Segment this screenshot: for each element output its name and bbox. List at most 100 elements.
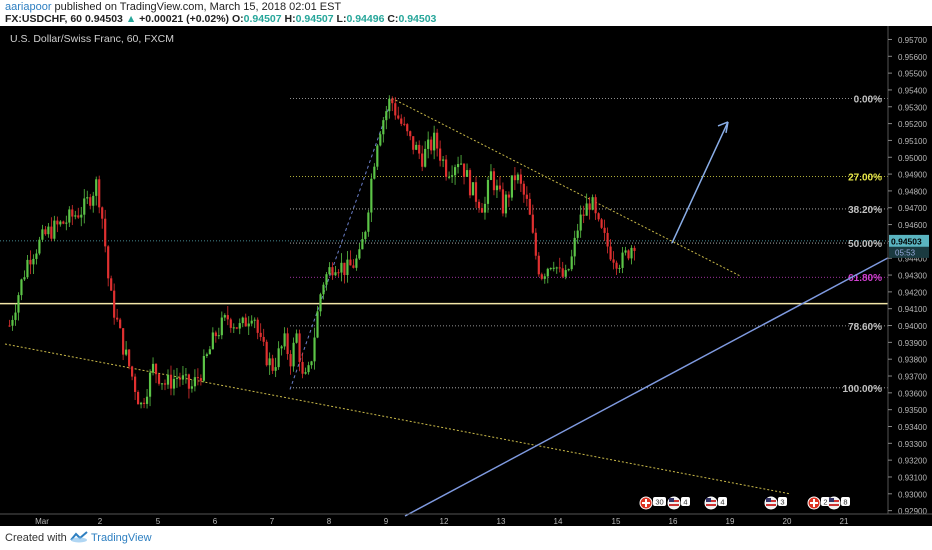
candle-body: [561, 268, 564, 277]
time-tick-label: Mar: [35, 517, 49, 526]
ascending-trendline: [404, 250, 901, 517]
up-arrow-icon: ▲: [125, 13, 137, 25]
change-value: +0.00021 (+0.02%): [139, 13, 230, 25]
candle-body: [289, 354, 292, 367]
candle-body: [151, 363, 155, 373]
price-tick-label: 0.93700: [898, 373, 927, 382]
time-tick-label: 7: [270, 517, 275, 526]
fib-level-label: 38.20%: [848, 205, 882, 216]
candle-body: [498, 185, 502, 190]
candle-body: [501, 189, 505, 214]
candle-body: [603, 227, 606, 233]
candle-body: [406, 124, 409, 132]
candle-body: [104, 218, 107, 247]
candle-body: [427, 139, 430, 149]
flag-canton: [706, 498, 711, 502]
candle-body: [480, 208, 484, 213]
candle-body: [468, 170, 472, 196]
price-chart[interactable]: U.S. Dollar/Swiss Franc, 60, FXCM 0.00% 2…: [0, 26, 932, 526]
time-tick-label: 16: [669, 517, 678, 526]
candle-body: [220, 317, 223, 336]
close-label: C:: [387, 13, 399, 25]
candle-body: [597, 213, 600, 220]
flag-swiss-icon[interactable]: 30: [639, 496, 666, 510]
time-tick-label: 8: [327, 517, 332, 526]
price-tick-label: 0.94300: [898, 272, 927, 281]
candle-body: [193, 377, 196, 387]
price-tick-label: 0.93900: [898, 339, 927, 348]
candle-body: [101, 207, 104, 219]
time-tick-label: 15: [612, 517, 621, 526]
candle-body: [504, 194, 508, 214]
candle-body: [418, 144, 421, 154]
candle-body: [540, 274, 543, 279]
candle-body: [241, 317, 244, 324]
event-count: 3: [780, 498, 784, 507]
candle-body: [328, 267, 331, 275]
candle-body: [370, 178, 373, 213]
price-axis[interactable]: 0.95700 0.95600 0.95500 0.95400 0.95300 0.952…: [887, 26, 932, 526]
flag-us-icon[interactable]: 3: [764, 496, 787, 510]
candle-body: [53, 220, 56, 239]
candle-body: [256, 319, 259, 333]
candle-body: [358, 249, 361, 259]
candle-body: [44, 229, 47, 235]
candle-body: [62, 221, 65, 224]
economic-events[interactable]: 30 4 4 3 2 8: [639, 496, 850, 510]
published-text: published on TradingView.com, March 15, …: [54, 1, 342, 13]
fibonacci-retracement[interactable]: 0.00% 27.00% 38.20% 50.00% 61.80% 78.60% 100.0…: [0, 94, 888, 395]
current-price-text: 0.94503: [891, 236, 922, 246]
candle-body: [615, 262, 618, 269]
candle-body: [400, 118, 403, 124]
candle-body: [148, 372, 152, 397]
open-label: O:: [231, 13, 244, 25]
candle-body: [211, 332, 214, 350]
candle-body: [125, 349, 128, 355]
candle-body: [244, 317, 247, 327]
candle-body: [172, 378, 176, 389]
candle-body: [86, 197, 89, 199]
flag-stripe: [766, 504, 776, 506]
candle-body: [522, 183, 525, 195]
candle-body: [585, 203, 588, 216]
flag-swiss-icon[interactable]: 2: [807, 496, 830, 510]
candle-body: [175, 377, 179, 379]
candle-body: [232, 327, 235, 329]
candle-body: [334, 272, 337, 276]
candle-body: [528, 198, 531, 215]
candle-body: [552, 267, 555, 269]
candle-body: [17, 295, 20, 313]
candle-body: [442, 159, 445, 161]
event-count: 4: [683, 498, 687, 507]
flag-us-icon[interactable]: 4: [704, 496, 727, 510]
author-link[interactable]: aariapoor: [5, 1, 52, 13]
candle-body: [355, 258, 358, 268]
price-tick-label: 0.94000: [898, 322, 927, 331]
candle-body: [11, 319, 14, 326]
candle-body: [492, 171, 496, 191]
lower-trendline: [4, 343, 791, 495]
publish-line: aariapoor published on TradingView.com, …: [5, 1, 341, 13]
candle-body: [116, 317, 119, 320]
candle-body: [196, 377, 199, 379]
candle-body: [89, 197, 92, 206]
flag-us-icon[interactable]: 4: [667, 496, 690, 510]
trendlines[interactable]: [4, 97, 901, 517]
flag-us-icon[interactable]: 8: [827, 496, 850, 510]
price-tick-label: 0.94800: [898, 187, 927, 196]
candle-body: [325, 274, 328, 285]
candle-body: [567, 269, 570, 271]
chart-background: [0, 26, 932, 526]
flag-stripe: [829, 504, 839, 506]
tradingview-link[interactable]: TradingView: [91, 532, 152, 544]
candle-body: [510, 175, 513, 198]
time-axis[interactable]: Mar 2 5 6 7 8 9 12 13 14 15 16 19 20 21: [0, 513, 932, 526]
candle-body: [136, 391, 140, 405]
candle-body: [373, 166, 376, 179]
chart-area[interactable]: U.S. Dollar/Swiss Franc, 60, FXCM 0.00% 2…: [0, 26, 932, 526]
candle-body: [421, 153, 424, 167]
candle-body: [166, 374, 170, 385]
candle-body: [35, 253, 38, 259]
candle-body: [361, 239, 364, 250]
time-tick-label: 19: [726, 517, 735, 526]
